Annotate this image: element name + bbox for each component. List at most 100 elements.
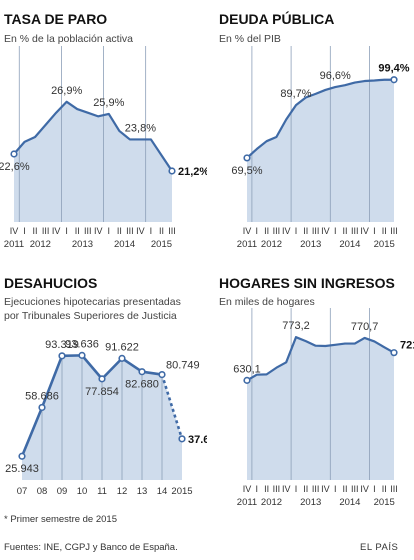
chart-subtitle-hogares: En miles de hogares [219,296,315,308]
chart-title-desahucios: DESAHUCIOS [4,275,97,291]
x-tick-label: II [264,226,269,236]
x-tick-label: III [42,226,50,236]
x-tick-label: II [303,484,308,494]
x-tick-label: I [256,226,259,236]
x-tick-label: IV [321,226,330,236]
x-year-label: 2013 [300,497,321,508]
data-label: 82.680 [125,379,159,391]
area-fill-paro [14,101,172,222]
x-tick-label: 10 [77,486,88,497]
x-tick-label: II [342,484,347,494]
x-tick-label: III [351,226,359,236]
x-tick-label: 13 [137,486,148,497]
data-label: 37.615 * [188,434,207,446]
x-tick-label: I [256,484,259,494]
data-label: 58.686 [25,390,59,402]
x-tick-label: 11 [97,486,107,497]
x-year-label: 2015 [374,497,395,508]
data-label: 21,2% [178,166,207,178]
chart-panel-desahucios: DESAHUCIOS Ejecuciones hipotecarias pres… [4,275,207,497]
data-point [168,167,176,175]
x-tick-label: III [273,484,281,494]
x-year-label: 2013 [72,239,93,250]
x-tick-label: I [373,226,376,236]
x-tick-label: I [334,484,337,494]
x-year-label: 2011 [237,497,257,508]
x-tick-label: IV [243,226,252,236]
x-year-label: 2014 [114,239,135,250]
x-tick-label: IV [360,226,369,236]
data-point [390,76,398,84]
x-tick-label: 08 [37,486,48,497]
x-tick-label: IV [243,484,252,494]
x-tick-label: III [390,484,398,494]
chart-subtitle-paro: En % de la población activa [4,33,133,45]
chart-title-paro: TASA DE PARO [4,11,107,27]
data-point [98,375,106,383]
x-tick-label: IV [10,226,19,236]
x-tick-label: I [334,226,337,236]
x-year-label: 2015 [151,239,172,250]
series-line-desahucios [20,354,163,457]
data-point [10,150,18,158]
data-label: 23,8% [125,122,156,134]
plot-area-paro: 22,6%26,9%25,9%23,8%21,2%IV I II III IV I II II… [0,46,207,250]
x-tick-label: II [382,226,387,236]
x-tick-label: IV [360,484,369,494]
data-point [118,354,126,362]
chart-panel-hogares: HOGARES SIN INGRESOS En miles de hogares… [219,275,414,508]
data-point [78,351,86,359]
x-tick-label: 09 [57,486,68,497]
x-tick-label: I [295,484,298,494]
x-tick-label: III [351,484,359,494]
x-year-label: 2011 [4,239,24,250]
series-line-deuda [246,78,394,159]
x-tick-label: I [23,226,26,236]
data-label: 25,9% [93,97,124,109]
x-year-label: 2014 [339,497,360,508]
plot-area-hogares: 630,1773,2770,7721,9IVIIIIIIIVIIIIIIIVII… [233,308,414,508]
x-tick-label: II [33,226,38,236]
data-point [178,435,186,443]
x-tick-label: II [342,226,347,236]
footnote: * Primer semestre de 2015 [4,514,117,525]
x-tick-label: III [312,484,320,494]
data-label: 69,5% [231,165,262,177]
x-tick-label: I [373,484,376,494]
data-point [158,370,166,379]
x-tick-label: IV [321,484,330,494]
data-point [18,452,26,460]
x-tick-label: I [295,226,298,236]
data-label: 22,6% [0,161,30,173]
x-tick-label: IV [282,484,291,494]
data-label: 93.319 [45,339,79,351]
data-label: 721,9 [400,340,414,352]
data-label: 89,7% [280,88,311,100]
data-point [243,376,251,384]
data-label: 96,6% [320,70,351,82]
x-tick-label: III [312,226,320,236]
x-year-label: 2012 [261,497,282,508]
x-tick-label: I [65,226,68,236]
x-tick-label: IV [52,226,61,236]
x-tick-label: IV [94,226,103,236]
x-tick-label: III [126,226,134,236]
x-year-label: 2014 [339,239,360,250]
chart-title-hogares: HOGARES SIN INGRESOS [219,275,395,291]
data-point [38,403,46,412]
x-tick-label: I [150,226,153,236]
x-year-label: 2015 [374,239,395,250]
x-tick-label: III [273,226,281,236]
x-tick-label: III [84,226,92,236]
x-tick-label: II [264,484,269,494]
credit-logo: EL PAÍS [360,542,399,553]
area-fill-deuda [247,79,394,222]
x-tick-label: II [75,226,80,236]
data-label: 630,1 [233,363,261,375]
x-year-label: 2013 [300,239,321,250]
x-tick-label: II [117,226,122,236]
x-tick-label: II [159,226,164,236]
data-label: 91.622 [105,341,139,353]
x-tick-label: I [108,226,111,236]
